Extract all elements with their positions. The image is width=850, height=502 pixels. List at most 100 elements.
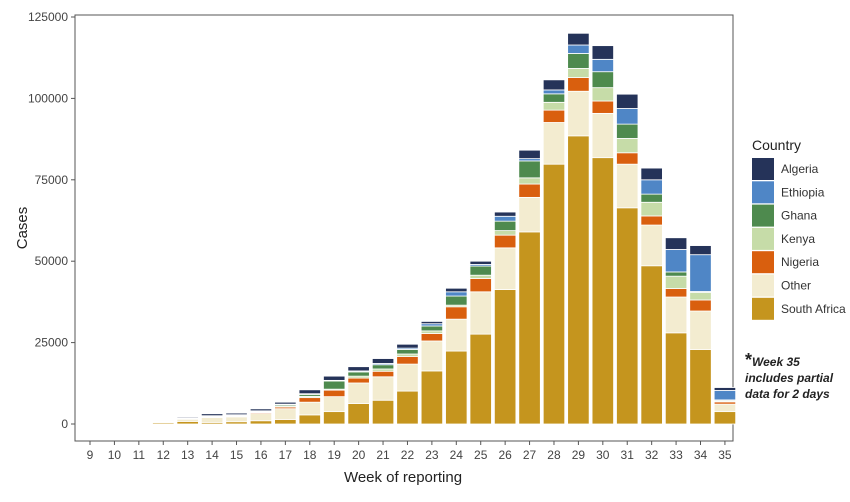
bar-segment-kenya xyxy=(493,230,517,236)
x-axis-label: Week of reporting xyxy=(344,469,462,486)
bar-segment-ghana xyxy=(493,220,517,231)
x-tick-label: 14 xyxy=(205,448,219,462)
legend-swatch xyxy=(752,158,774,180)
bar-segment-south-africa xyxy=(420,370,444,425)
bar-segment-south-africa xyxy=(713,411,737,425)
x-tick-label: 16 xyxy=(254,448,268,462)
bar-segment-other xyxy=(225,416,248,423)
legend-title: Country xyxy=(752,137,801,153)
bar-segment-other xyxy=(640,224,663,267)
bar-segment-algeria xyxy=(323,375,346,381)
bar-segment-other xyxy=(469,291,492,335)
bar-segment-algeria xyxy=(493,211,517,217)
bar-segment-algeria xyxy=(274,401,297,405)
bar-segment-algeria xyxy=(396,343,419,349)
x-tick-label: 15 xyxy=(230,448,244,462)
bar-segment-ethiopia xyxy=(591,58,614,73)
x-tick-label: 30 xyxy=(596,448,610,462)
legend-swatch xyxy=(752,251,774,274)
bar-segment-nigeria xyxy=(396,356,419,365)
x-tick-label: 9 xyxy=(87,448,94,462)
legend-label: Algeria xyxy=(781,162,819,176)
x-tick-label: 29 xyxy=(572,448,586,462)
x-tick-label: 23 xyxy=(425,448,439,462)
bar-segment-ghana xyxy=(469,265,492,276)
bar-segment-south-africa xyxy=(274,419,297,425)
bar-segment-ghana xyxy=(591,71,614,89)
bar-segment-kenya xyxy=(664,275,688,289)
bar-segment-algeria xyxy=(152,420,175,422)
y-tick-label: 100000 xyxy=(28,91,68,105)
x-tick-label: 26 xyxy=(498,448,512,462)
bar-segment-other xyxy=(518,196,541,233)
bar-segment-nigeria xyxy=(591,100,614,114)
legend-swatch xyxy=(752,181,774,204)
legend-label: Ethiopia xyxy=(781,185,825,199)
bar-segment-other xyxy=(493,247,517,290)
bar-segment-south-africa xyxy=(249,420,273,425)
annotation-line: data for 2 days xyxy=(745,387,830,401)
x-tick-label: 34 xyxy=(694,448,708,462)
bar-segment-other xyxy=(445,318,468,352)
bar-segment-nigeria xyxy=(567,77,590,92)
bar-segment-algeria xyxy=(640,167,663,181)
y-tick-label: 50000 xyxy=(35,254,69,268)
bar-segment-ghana xyxy=(640,193,663,203)
annotation-marker: * xyxy=(745,350,753,370)
bar-segment-other xyxy=(200,417,224,423)
bar-segment-algeria xyxy=(664,237,688,250)
annotation-line: Week 35 xyxy=(752,355,800,369)
bar-segment-ghana xyxy=(664,271,688,277)
x-tick-label: 11 xyxy=(133,448,146,462)
bar-segment-ghana xyxy=(347,371,370,377)
bar-segment-other xyxy=(274,408,297,420)
bar-segment-kenya xyxy=(469,274,492,279)
bar-segment-south-africa xyxy=(616,207,639,425)
bar-segment-other xyxy=(323,396,346,413)
x-tick-label: 22 xyxy=(401,448,415,462)
bar-segment-ethiopia xyxy=(493,215,517,222)
legend-label: Kenya xyxy=(781,232,815,246)
bar-segment-nigeria xyxy=(298,397,321,403)
legend-swatch xyxy=(752,274,774,297)
bar-segment-nigeria xyxy=(323,389,346,398)
bar-segment-kenya xyxy=(567,68,590,78)
bar-segment-nigeria xyxy=(616,152,639,165)
bar-segment-ethiopia xyxy=(567,44,590,54)
bar-segment-kenya xyxy=(616,138,639,154)
bar-segment-ethiopia xyxy=(713,390,737,401)
bar-segment-other xyxy=(396,363,419,392)
bar-segment-other xyxy=(591,112,614,159)
bar-segment-ghana xyxy=(518,160,541,179)
legend-label: Other xyxy=(781,279,811,293)
y-tick-label: 75000 xyxy=(35,173,69,187)
bar-segment-ethiopia xyxy=(445,291,468,297)
bar-segment-ethiopia xyxy=(640,179,663,195)
x-tick-label: 13 xyxy=(181,448,195,462)
bar-segment-kenya xyxy=(591,87,614,102)
bar-segment-algeria xyxy=(689,245,712,256)
bar-segment-algeria xyxy=(567,32,590,46)
annotation-note: *Week 35 includes partial data for 2 day… xyxy=(745,350,850,402)
x-tick-label: 18 xyxy=(303,448,317,462)
bar-segment-algeria xyxy=(347,366,370,372)
bar-segment-other xyxy=(420,340,444,372)
bar-segment-nigeria xyxy=(347,377,370,384)
bar-segment-algeria xyxy=(713,387,737,391)
bar-segment-other xyxy=(713,403,737,413)
bar-segment-ghana xyxy=(323,380,346,390)
bar-segment-algeria xyxy=(518,149,541,160)
bar-segment-other xyxy=(542,122,566,165)
x-tick-label: 31 xyxy=(621,448,635,462)
bar-segment-other xyxy=(371,376,395,401)
bar-segment-ethiopia xyxy=(664,249,688,273)
bar-segment-algeria xyxy=(591,45,614,60)
x-tick-label: 12 xyxy=(157,448,171,462)
bar-segment-algeria xyxy=(542,79,566,91)
bar-segment-algeria xyxy=(420,321,444,325)
bar-segment-nigeria xyxy=(518,183,541,198)
x-tick-label: 28 xyxy=(547,448,561,462)
bar-segment-nigeria xyxy=(493,234,517,249)
